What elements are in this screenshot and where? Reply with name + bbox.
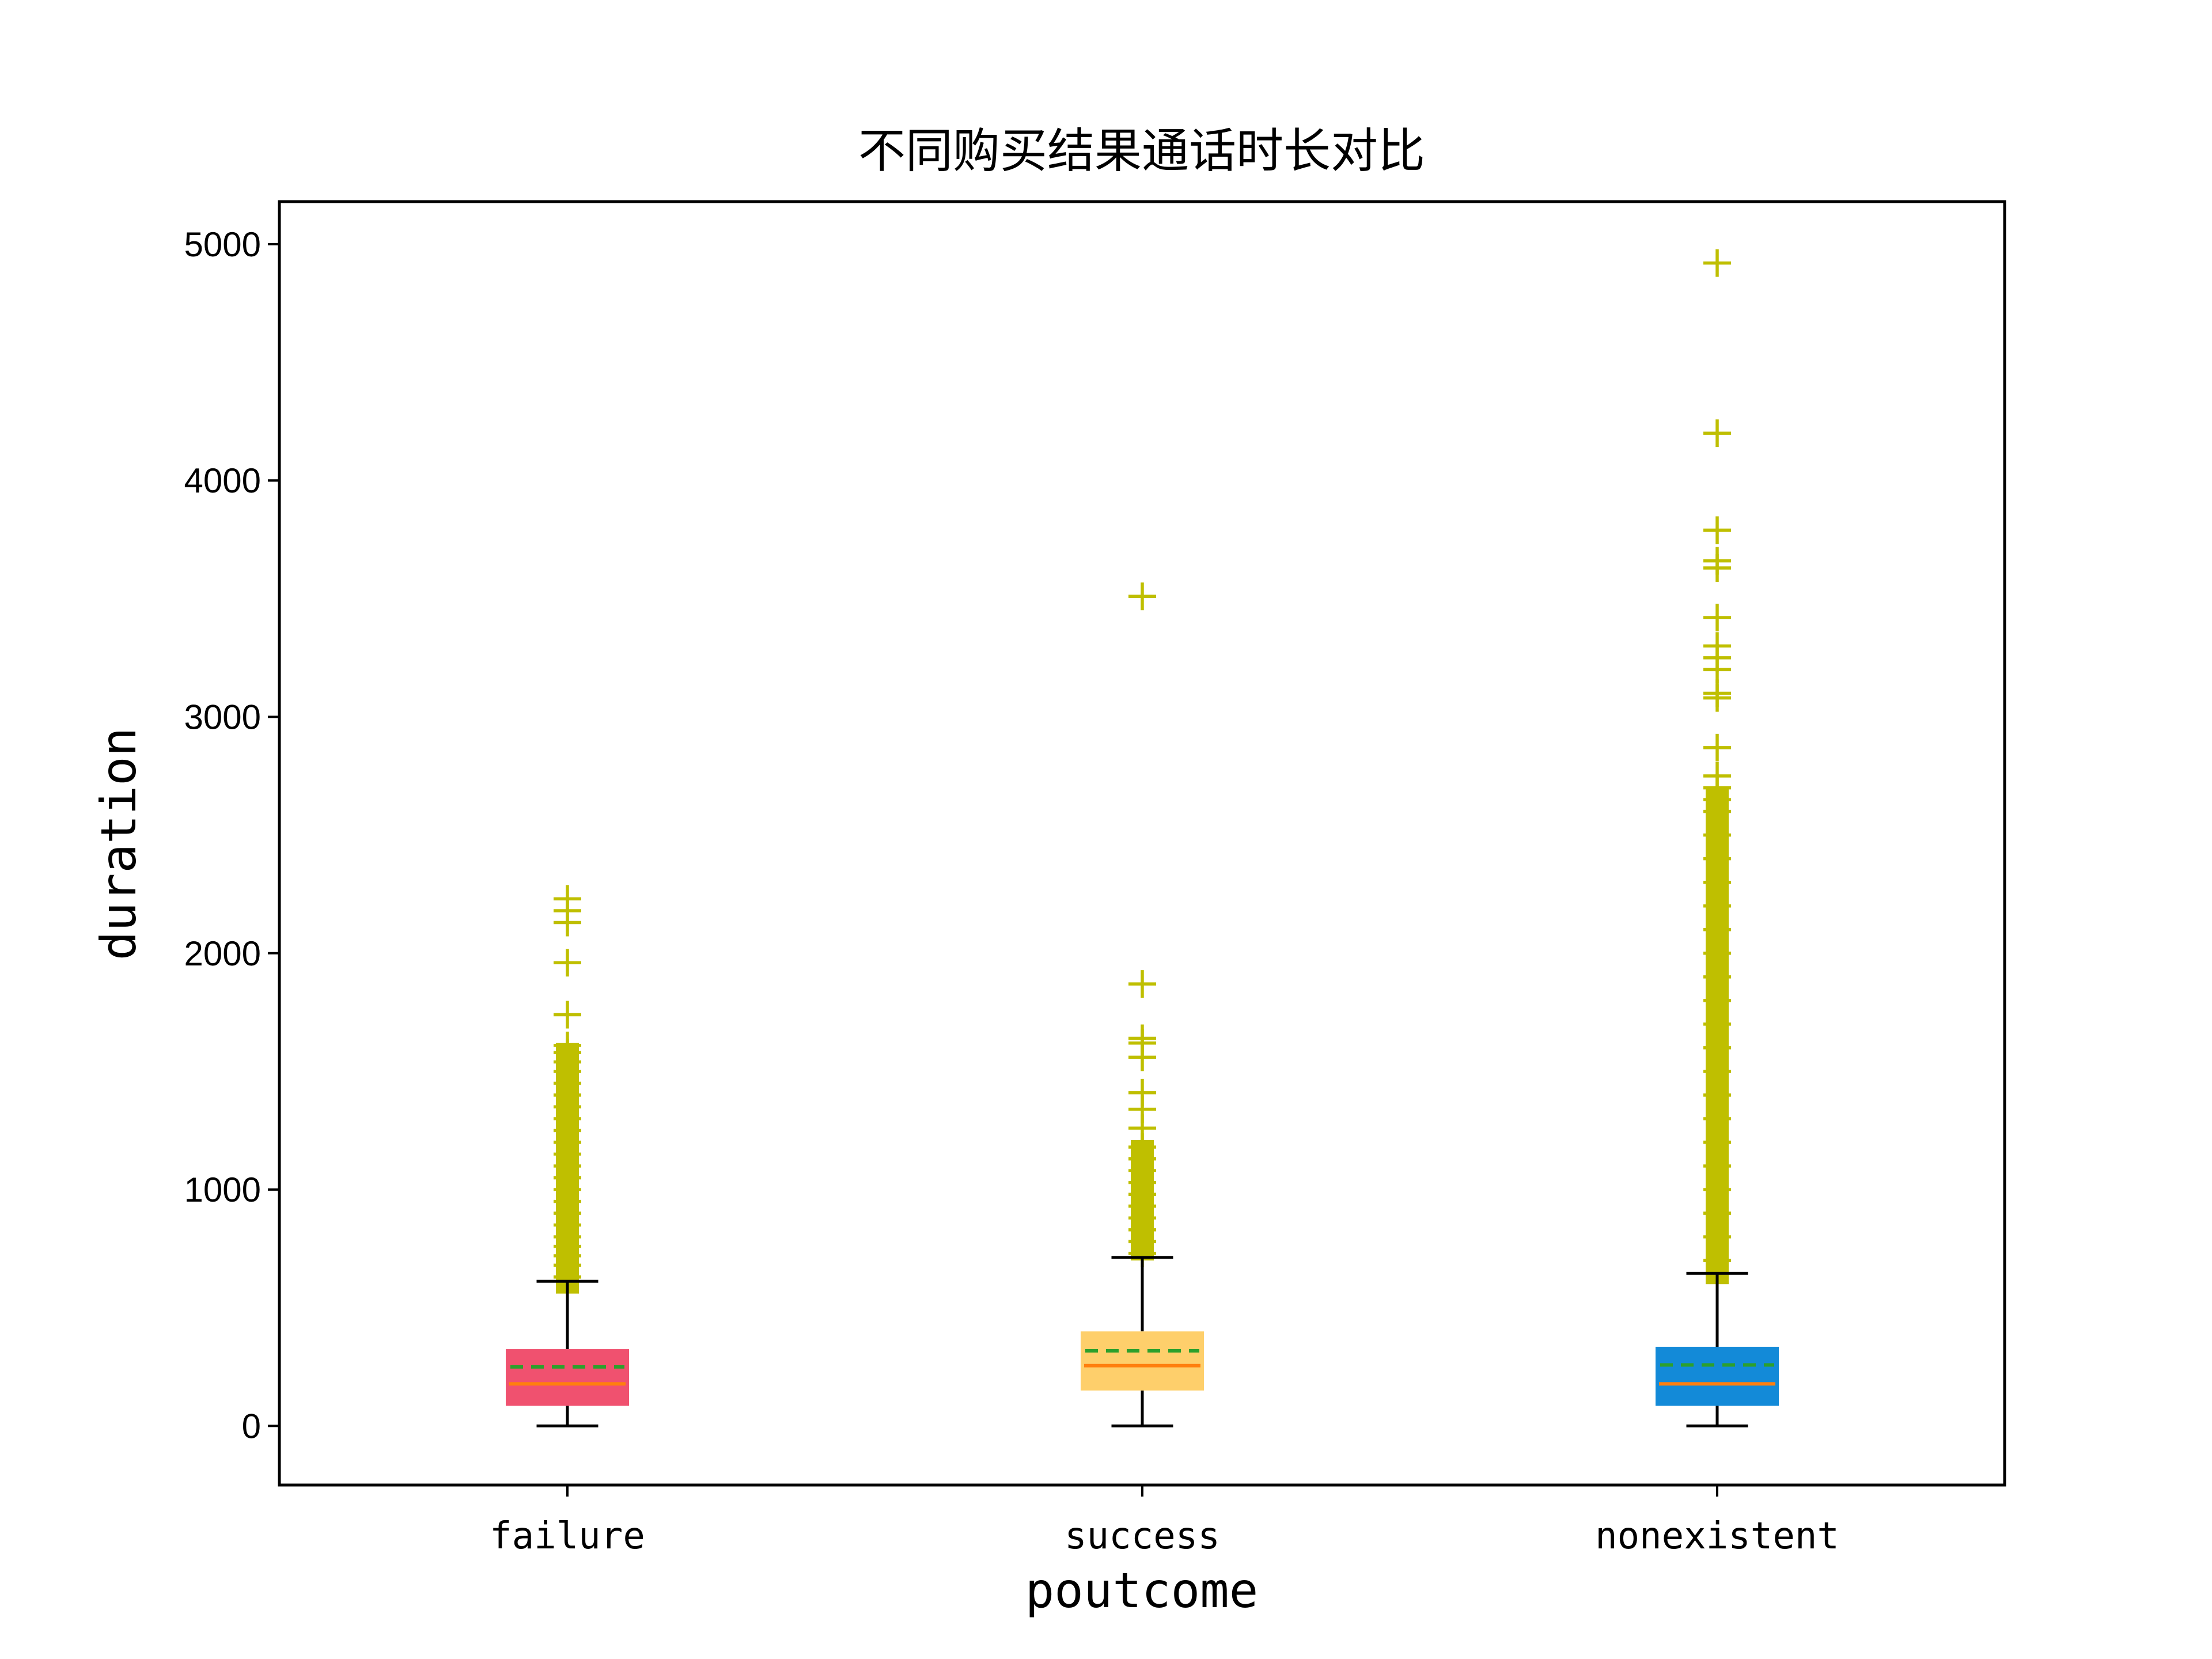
y-tick-label: 0 — [242, 1407, 261, 1445]
box-nonexistent — [1656, 249, 1779, 1427]
y-tick-label: 1000 — [184, 1171, 261, 1209]
box-failure — [506, 885, 629, 1427]
axes: 0 1000 2000 3000 4000 5000 failure success nonex… — [184, 225, 1839, 1558]
y-tick-label: 2000 — [184, 934, 261, 973]
x-tick-label: nonexistent — [1595, 1515, 1839, 1558]
x-tick-label: success — [1065, 1515, 1220, 1558]
iqr-box — [506, 1349, 629, 1406]
chart-title: 不同购买结果通话时长对比 — [858, 124, 1425, 179]
y-tick-label: 4000 — [184, 461, 261, 500]
y-axis-label: duration — [90, 728, 147, 961]
y-tick-label: 5000 — [184, 225, 261, 264]
iqr-box — [1081, 1331, 1204, 1391]
iqr-box — [1656, 1346, 1779, 1406]
y-tick-label: 3000 — [184, 698, 261, 736]
x-tick-label: failure — [490, 1515, 645, 1558]
box-success — [1081, 582, 1204, 1427]
x-axis-label: poutcome — [1025, 1562, 1259, 1619]
plot-area — [506, 249, 1779, 1427]
